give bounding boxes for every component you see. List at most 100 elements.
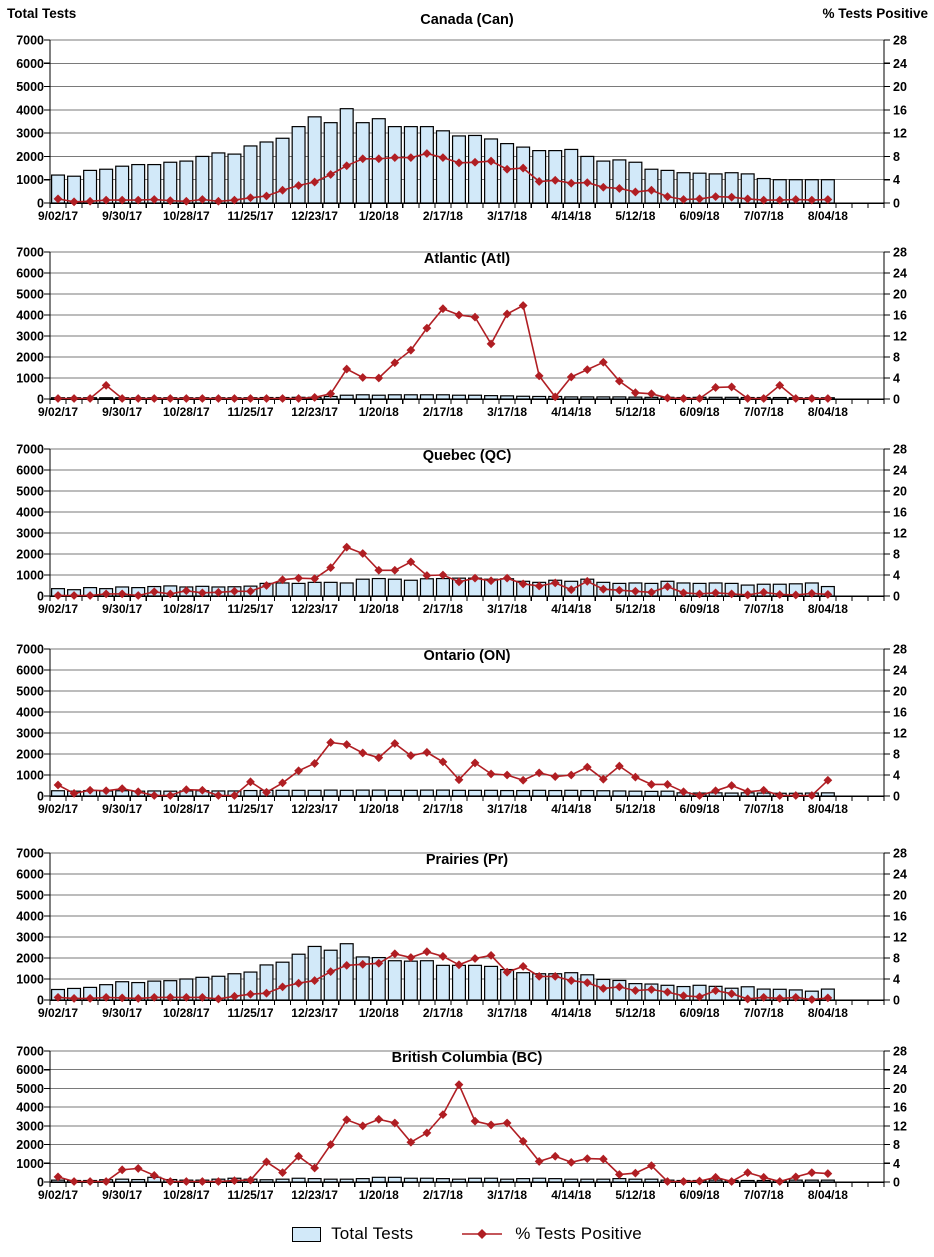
legend-bar-label: Total Tests — [331, 1224, 414, 1243]
point-marker — [518, 775, 528, 785]
axis-label: 12 — [893, 330, 907, 344]
right-axis-tick-labels: 0 4 8 12 16 20 24 28 — [893, 1045, 907, 1190]
point-marker — [791, 590, 801, 600]
panel-title: Ontario (ON) — [424, 648, 511, 664]
point-marker — [214, 1177, 223, 1186]
bar — [339, 582, 354, 597]
point-marker — [743, 394, 753, 403]
point-marker — [133, 591, 143, 600]
point-marker — [534, 971, 544, 981]
point-marker — [759, 992, 769, 1002]
point-marker — [374, 958, 384, 968]
point-marker — [117, 394, 127, 403]
bar — [484, 138, 499, 204]
point-marker — [823, 590, 833, 599]
axis-label: 5/12/18 — [615, 802, 655, 816]
legend-line-marker-icon — [462, 1229, 503, 1239]
bar — [564, 148, 579, 204]
axis-label: 7000 — [16, 1045, 44, 1059]
axis-label: 9/30/17 — [102, 802, 142, 816]
point-marker — [647, 587, 656, 597]
axis-label: 10/28/17 — [163, 1006, 210, 1020]
axis-label: 0 — [893, 590, 900, 604]
chart-panel-on: 0 1000 2000 3000 4000 5000 6000 7000 0 4 8 12 16 20 24… — [16, 643, 907, 817]
bar — [387, 789, 402, 797]
bar — [403, 960, 418, 1001]
point-marker — [374, 565, 384, 575]
axis-label: 9/30/17 — [102, 1188, 142, 1202]
point-marker — [133, 994, 143, 1003]
point-marker — [197, 992, 207, 1002]
point-marker — [647, 185, 656, 195]
right-axis-tick-labels: 0 4 8 12 16 20 24 28 — [893, 643, 907, 804]
point-marker — [695, 992, 704, 1002]
axis-label: 5000 — [16, 1082, 44, 1096]
axis-label: 2000 — [16, 548, 44, 562]
point-marker — [165, 1177, 175, 1186]
axis-label: 3/17/18 — [487, 1188, 527, 1202]
x-axis-tick-labels: 9/02/17 9/30/17 10/28/17 11/25/17 12/23/17 1/… — [38, 405, 848, 419]
point-marker — [149, 394, 159, 403]
axis-label: 1000 — [16, 973, 44, 987]
point-marker — [711, 986, 720, 995]
axis-label: 2000 — [16, 1138, 44, 1152]
point-marker — [278, 575, 287, 585]
bar — [435, 577, 450, 597]
axis-label: 11/25/17 — [227, 602, 273, 616]
bar — [387, 960, 402, 1001]
right-axis-tick-labels: 0 4 8 12 16 20 24 28 — [893, 246, 907, 407]
point-marker — [390, 153, 400, 162]
axis-label: 1/20/18 — [359, 1006, 399, 1020]
point-marker — [470, 954, 480, 963]
axis-label: 4000 — [16, 309, 44, 323]
point-marker — [262, 581, 271, 590]
axis-label: 0 — [37, 590, 44, 604]
point-marker — [262, 191, 271, 201]
point-marker — [791, 195, 801, 204]
right-axis-tick-labels: 0 4 8 12 16 20 24 28 — [893, 443, 907, 604]
axis-label: 1000 — [16, 173, 44, 187]
point-marker — [454, 310, 464, 320]
bar — [612, 790, 627, 797]
axis-label: 6000 — [16, 464, 44, 478]
x-axis-tick-labels: 9/02/17 9/30/17 10/28/17 11/25/17 12/23/17 1/… — [38, 1006, 848, 1020]
axis-label: 9/30/17 — [102, 602, 142, 616]
point-marker — [534, 177, 544, 186]
axis-label: 8/04/18 — [808, 802, 848, 816]
axis-label: 7000 — [16, 443, 44, 457]
axis-label: 1/20/18 — [359, 1188, 399, 1202]
point-marker — [679, 394, 688, 403]
point-marker — [631, 1168, 640, 1178]
axis-label: 7000 — [16, 34, 44, 48]
point-marker — [214, 394, 223, 403]
left-axis-tick-labels: 0 1000 2000 3000 4000 5000 6000 7000 — [16, 847, 44, 1008]
point-marker — [358, 1121, 368, 1131]
point-marker — [695, 589, 704, 599]
point-marker — [631, 187, 640, 197]
point-marker — [294, 573, 303, 583]
point-marker — [358, 549, 368, 558]
point-marker — [165, 196, 175, 206]
axis-label: 1/20/18 — [359, 405, 399, 419]
point-marker — [502, 164, 512, 174]
axis-label: 11/25/17 — [227, 405, 273, 419]
point-marker — [197, 394, 207, 403]
point-marker — [390, 739, 400, 748]
point-marker — [69, 197, 79, 207]
point-marker — [342, 740, 352, 749]
bar — [419, 960, 434, 1001]
axis-label: 6/09/18 — [680, 602, 720, 616]
point-marker — [197, 1177, 207, 1186]
point-marker — [647, 1161, 656, 1171]
point-marker — [85, 196, 95, 206]
axis-label: 10/28/17 — [163, 405, 210, 419]
left-axis-tick-labels: 0 1000 2000 3000 4000 5000 6000 7000 — [16, 643, 44, 804]
point-marker — [230, 1176, 239, 1185]
bar — [291, 789, 306, 797]
panel-title: Atlantic (Atl) — [424, 251, 510, 267]
axis-label: 5/12/18 — [615, 1006, 655, 1020]
axis-label: 1/20/18 — [359, 209, 399, 223]
axis-label: 3000 — [16, 727, 44, 741]
point-marker — [69, 994, 79, 1003]
chart-panel-qc: 0 1000 2000 3000 4000 5000 6000 7000 0 4 8 12 16 20 24… — [16, 443, 907, 617]
